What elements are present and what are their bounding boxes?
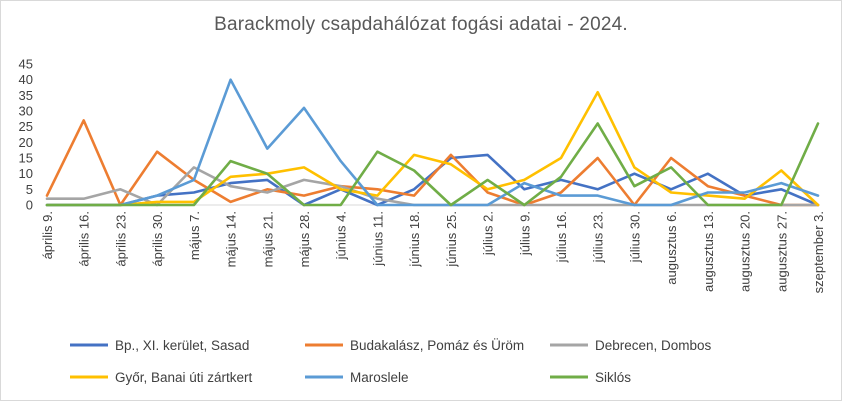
series-line-6 bbox=[45, 122, 820, 207]
y-tick-label: 0 bbox=[26, 198, 33, 213]
legend-label: Maroslele bbox=[350, 370, 409, 385]
y-tick-label: 20 bbox=[19, 135, 33, 150]
series-line-5 bbox=[45, 78, 820, 207]
y-tick-label: 25 bbox=[19, 119, 33, 134]
x-tick-label: június 25. bbox=[444, 211, 459, 268]
x-tick-label: szeptember 3. bbox=[811, 211, 826, 293]
y-tick-label: 30 bbox=[19, 104, 33, 119]
y-tick-label: 45 bbox=[19, 57, 33, 72]
series-layer bbox=[45, 78, 820, 207]
x-tick-label: július 2. bbox=[481, 211, 496, 256]
x-tick-label: április 9. bbox=[40, 211, 55, 259]
x-tick-label: június 18. bbox=[407, 211, 422, 268]
legend-entry: Bp., XI. kerület, Sasad bbox=[70, 338, 249, 353]
legend-label: Győr, Banai úti zártkert bbox=[115, 370, 253, 385]
series-line-2 bbox=[45, 119, 820, 207]
y-tick-label: 35 bbox=[19, 88, 33, 103]
y-tick-label: 10 bbox=[19, 166, 33, 181]
legend-entry: Debrecen, Dombos bbox=[550, 338, 712, 353]
x-tick-label: május 21. bbox=[260, 211, 275, 267]
x-tick-label: április 16. bbox=[77, 211, 92, 267]
x-tick-label: augusztus 13. bbox=[701, 211, 716, 292]
y-tick-label: 15 bbox=[19, 151, 33, 166]
x-tick-label: május 7. bbox=[187, 211, 202, 260]
chart-title: Barackmoly csapdahálózat fogási adatai -… bbox=[214, 14, 628, 35]
x-tick-label: július 23. bbox=[591, 211, 606, 263]
x-tick-label: május 14. bbox=[224, 211, 239, 267]
legend-label: Budakalász, Pomáz és Üröm bbox=[350, 338, 524, 353]
x-axis: április 9. április 16. április 23. április … bbox=[40, 204, 826, 293]
x-tick-label: április 30. bbox=[150, 211, 165, 267]
legend-entry: Budakalász, Pomáz és Üröm bbox=[305, 338, 524, 353]
x-tick-label: augusztus 27. bbox=[774, 211, 789, 292]
legend-entry: Siklós bbox=[550, 370, 631, 385]
legend-label: Bp., XI. kerület, Sasad bbox=[115, 338, 249, 353]
x-tick-label: április 23. bbox=[113, 211, 128, 267]
x-tick-label: július 30. bbox=[627, 211, 642, 263]
legend: Bp., XI. kerület, Sasad Budakalász, Pomáz… bbox=[70, 338, 712, 385]
x-tick-label: augusztus 20. bbox=[738, 211, 753, 292]
y-tick-label: 40 bbox=[19, 72, 33, 87]
x-tick-label: július 9. bbox=[517, 211, 532, 256]
x-tick-label: június 11. bbox=[370, 211, 385, 267]
legend-label: Debrecen, Dombos bbox=[595, 338, 712, 353]
y-tick-label: 5 bbox=[26, 182, 33, 197]
legend-entry: Győr, Banai úti zártkert bbox=[70, 370, 253, 385]
legend-entry: Maroslele bbox=[305, 370, 409, 385]
x-tick-label: június 4. bbox=[334, 211, 349, 260]
x-tick-label: május 28. bbox=[297, 211, 312, 267]
legend-label: Siklós bbox=[595, 370, 631, 385]
x-tick-label: július 16. bbox=[554, 211, 569, 263]
x-tick-label: augusztus 6. bbox=[664, 211, 679, 285]
series-line-4 bbox=[45, 90, 820, 207]
